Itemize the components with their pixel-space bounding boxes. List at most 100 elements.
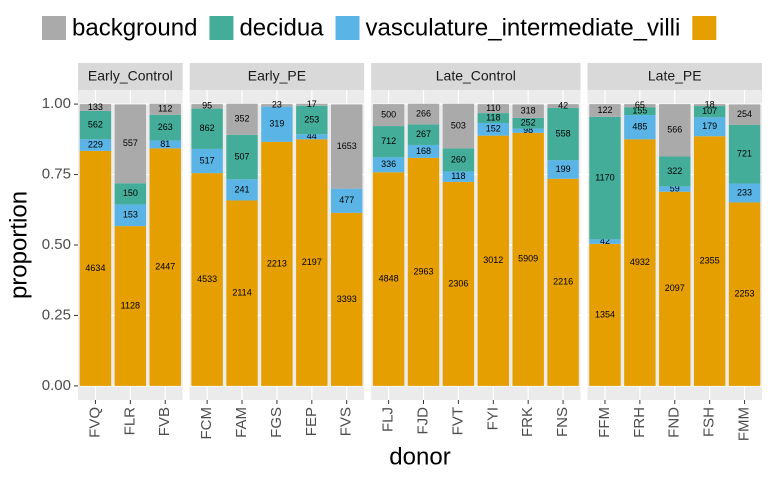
count-label: 42	[600, 236, 610, 246]
count-label: 241	[235, 184, 250, 194]
bar-segment	[659, 104, 691, 157]
x-tick-label: FJD	[414, 407, 431, 435]
bar-segment	[372, 172, 405, 386]
count-label: 98	[523, 125, 533, 135]
x-tick-label: FVT	[449, 407, 466, 435]
count-label: 4634	[85, 263, 105, 273]
x-tick-label: FCM	[198, 407, 215, 440]
bar-segment	[512, 104, 544, 118]
count-label: 152	[486, 124, 501, 134]
bar-segment	[407, 157, 440, 386]
count-label: 5909	[518, 254, 538, 264]
bar-segment	[149, 140, 181, 149]
bar-segment	[442, 148, 475, 172]
x-tick-label: FVS	[338, 407, 355, 436]
bar-segment	[296, 134, 328, 140]
bar-segment	[589, 116, 621, 240]
count-label: 503	[451, 120, 466, 130]
x-tick-label: FEP	[303, 407, 320, 436]
x-tick-label: FFM	[596, 407, 613, 438]
count-label: 4848	[379, 273, 399, 283]
count-label: 95	[202, 101, 212, 111]
bar-segment	[659, 186, 691, 192]
count-label: 322	[667, 166, 682, 176]
bar-segment	[191, 104, 223, 109]
count-label: 179	[702, 121, 717, 131]
count-label: 155	[632, 106, 647, 116]
count-label: 1653	[337, 141, 357, 151]
count-label: 266	[416, 108, 431, 118]
bar-segment	[331, 104, 363, 189]
count-label: 260	[451, 154, 466, 164]
legend-label: background	[72, 14, 197, 41]
x-tick-label: FNS	[554, 407, 571, 437]
y-axis-title: proportion	[5, 191, 32, 299]
bar-segment	[149, 114, 181, 141]
bar-segment	[114, 104, 147, 184]
x-tick-label: FSH	[701, 407, 718, 437]
bar-segment	[442, 171, 475, 182]
count-label: 23	[272, 100, 282, 110]
count-label: 712	[381, 136, 396, 146]
strip-label: Early_PE	[248, 68, 306, 84]
bar-segment	[296, 103, 328, 106]
strip-background	[189, 63, 365, 90]
count-label: 500	[381, 109, 396, 119]
count-label: 2213	[267, 258, 287, 268]
count-label: 4533	[197, 274, 217, 284]
count-label: 1354	[595, 309, 615, 319]
x-tick-label: FLR	[121, 407, 138, 436]
bar-segment	[261, 104, 293, 107]
bar-segment	[442, 181, 475, 386]
bar-segment	[79, 110, 112, 140]
count-label: 2963	[413, 266, 433, 276]
bar-segment	[442, 103, 475, 149]
count-label: 566	[667, 125, 682, 135]
count-label: 112	[158, 104, 172, 114]
count-label: 2216	[553, 277, 573, 287]
count-label: 477	[339, 195, 354, 205]
bar-segment	[191, 148, 223, 174]
count-label: 233	[737, 187, 752, 197]
bar-segment	[226, 200, 258, 386]
legend-swatch	[692, 16, 717, 40]
count-label: 252	[521, 118, 536, 128]
bar-segment	[547, 178, 579, 386]
bar-segment	[79, 104, 112, 111]
strip-label: Late_Control	[436, 68, 516, 84]
count-label: 17	[307, 99, 317, 109]
bar-segment	[407, 103, 440, 125]
count-label: 1128	[121, 300, 140, 310]
bar-segment	[407, 124, 440, 145]
bar-segment	[693, 104, 726, 107]
bar-segment	[372, 104, 405, 127]
x-tick-label: FRK	[519, 407, 536, 437]
count-label: 2114	[232, 288, 251, 298]
bar-segment	[589, 104, 621, 117]
bar-segment	[512, 128, 544, 133]
count-label: 133	[88, 102, 103, 112]
bar-segment	[547, 104, 579, 109]
count-label: 81	[160, 139, 170, 149]
bar-segment	[728, 124, 761, 184]
count-label: 2253	[735, 289, 755, 299]
bar-segment	[624, 107, 656, 116]
count-label: 507	[235, 151, 250, 161]
bar-segment	[191, 108, 223, 149]
count-label: 562	[88, 119, 103, 129]
legend-label: vasculature_intermediate_villi	[366, 14, 681, 41]
x-tick-label: FND	[666, 407, 683, 438]
strip-label: Early_Control	[88, 68, 173, 84]
count-label: 122	[597, 105, 612, 115]
count-label: 485	[632, 122, 647, 132]
bar-segment	[226, 134, 258, 180]
bar-segment	[693, 106, 726, 118]
bar-segment	[191, 173, 223, 386]
count-label: 254	[737, 109, 752, 119]
count-label: 318	[521, 106, 536, 116]
x-tick-label: FAM	[233, 407, 250, 438]
count-label: 118	[486, 112, 500, 122]
legend-label: decidua	[239, 14, 324, 41]
strip-label: Late_PE	[648, 68, 702, 84]
